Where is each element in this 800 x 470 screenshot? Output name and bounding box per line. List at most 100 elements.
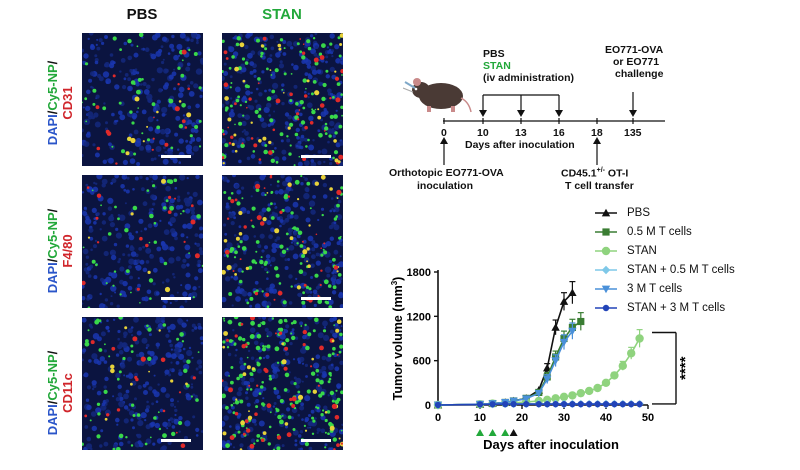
challenge-label-3: challenge (615, 68, 664, 80)
legend-item: 3 M T cells (593, 279, 735, 298)
row-label-cd31: DAPI/Cy5-NP/ CD31 (45, 60, 75, 146)
x-tick-label: 20 (516, 412, 528, 424)
treatment-marker (501, 429, 510, 436)
x-tick-label: 40 (600, 412, 612, 424)
scale-bar (161, 297, 191, 300)
legend-label: STAN (627, 244, 657, 257)
data-point (534, 389, 543, 398)
legend-label: PBS (627, 206, 651, 219)
micrograph-pbs-cd11c (82, 317, 203, 450)
x-tick-label: 10 (474, 412, 486, 424)
data-point (559, 338, 569, 347)
legend-swatch (595, 246, 617, 255)
significance-label: **** (677, 356, 694, 380)
data-point (619, 400, 626, 408)
x-axis-label: Days after inoculation (483, 437, 619, 452)
data-point (601, 378, 611, 388)
x-tick-label: 30 (558, 412, 570, 424)
data-point (544, 400, 551, 408)
legend-label: STAN + 3 M T cells (627, 301, 726, 314)
column-header-stan: STAN (262, 6, 302, 23)
data-point (476, 401, 484, 408)
legend-label: 0.5 M T cells (627, 225, 692, 238)
data-point (568, 391, 577, 400)
data-point (611, 400, 618, 408)
timeline-axis-label: Days after inoculation (465, 139, 575, 151)
data-point (551, 394, 560, 403)
data-point (552, 400, 559, 408)
data-point (636, 400, 643, 408)
data-point (543, 363, 552, 372)
data-point (585, 386, 594, 396)
legend-item: PBS (593, 203, 735, 222)
micrograph-pbs-cd31 (82, 33, 203, 166)
legend-label: 3 M T cells (627, 282, 683, 295)
row-label-f480: DAPI/Cy5-NP/ F4/80 (45, 208, 75, 294)
tick-0: 0 (441, 127, 447, 139)
transfer-label-2: T cell transfer (565, 180, 634, 192)
data-point (559, 392, 569, 402)
data-point (522, 395, 531, 403)
data-point (523, 400, 530, 408)
data-point (586, 400, 593, 408)
legend-swatch (595, 265, 617, 274)
treatment-label-stan: STAN (483, 60, 511, 72)
legend-label: STAN + 0.5 M T cells (627, 263, 735, 276)
data-point (535, 400, 542, 408)
legend-item: STAN (593, 241, 735, 260)
data-point (610, 371, 619, 380)
mouse-icon (403, 78, 472, 113)
data-point (502, 400, 509, 408)
data-point (594, 400, 601, 408)
inoculation-label-2: inoculation (417, 180, 473, 192)
data-point (560, 400, 568, 408)
data-point (568, 327, 577, 336)
inoculation-label-1: Orthotopic EO771-OVA (389, 167, 504, 179)
data-point (618, 361, 627, 371)
scale-bar (161, 439, 191, 442)
data-point (551, 323, 560, 331)
data-point (551, 357, 560, 365)
challenge-label-2: or EO771 (613, 56, 660, 68)
tumor-growth-chart: 0 600 1200 1800 0 10 20 30 40 50 Days after inocul… (390, 267, 694, 452)
treatment-marker (488, 429, 497, 436)
challenge-label-1: EO771-OVA (605, 44, 664, 56)
legend-swatch (595, 304, 617, 311)
data-point (543, 375, 552, 384)
data-point (577, 400, 584, 408)
legend-swatch (595, 227, 617, 236)
data-point (628, 400, 635, 408)
experimental-scheme: PBS STAN (iv administration) EO771-OVA o… (375, 40, 675, 210)
tick-13: 13 (515, 127, 527, 139)
tick-16: 16 (553, 127, 565, 139)
scale-bar (301, 297, 331, 300)
transfer-marker (509, 429, 518, 436)
tick-10: 10 (477, 127, 489, 139)
row-label-cd11c: DAPI/Cy5-NP/ CD11c (45, 350, 75, 436)
micrograph-pbs-f480 (82, 175, 203, 308)
y-tick-label: 1200 (407, 311, 431, 323)
y-tick-label: 1800 (407, 267, 431, 279)
scale-bar (301, 155, 331, 158)
treatment-label-pbs: PBS (483, 48, 505, 60)
x-tick-label: 0 (435, 412, 441, 424)
legend-item: 0.5 M T cells (593, 222, 735, 241)
scale-bar (161, 155, 191, 158)
data-point (568, 288, 577, 297)
transfer-label-1: CD45.1+/- OT-I (561, 167, 629, 180)
chart-legend: PBS 0.5 M T cells STAN STAN + 0.5 M T cells… (593, 203, 735, 317)
data-point (489, 401, 496, 408)
data-point (569, 400, 576, 408)
micrograph-stan-cd11c (222, 317, 343, 450)
y-axis-label: Tumor volume (mm3) (390, 277, 405, 401)
data-point (434, 401, 442, 409)
legend-item: STAN + 3 M T cells (593, 298, 735, 317)
series-line-0 (437, 292, 573, 406)
data-point (602, 400, 610, 408)
data-point (577, 317, 585, 326)
data-point (510, 400, 517, 408)
data-point (593, 383, 602, 393)
tick-18: 18 (591, 127, 603, 139)
legend-swatch (595, 208, 617, 216)
micrograph-stan-cd31 (222, 33, 343, 166)
